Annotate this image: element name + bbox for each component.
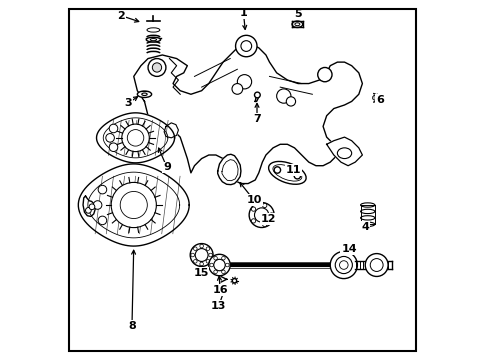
Text: 3: 3 <box>124 98 132 108</box>
Ellipse shape <box>147 28 160 32</box>
Text: 13: 13 <box>211 301 226 311</box>
Ellipse shape <box>137 91 151 98</box>
Polygon shape <box>78 164 189 246</box>
Circle shape <box>329 251 357 279</box>
Circle shape <box>152 63 162 72</box>
Circle shape <box>93 201 102 209</box>
Ellipse shape <box>291 21 302 27</box>
Ellipse shape <box>337 148 351 158</box>
Ellipse shape <box>360 216 374 220</box>
Circle shape <box>98 216 106 225</box>
Circle shape <box>241 41 251 51</box>
Circle shape <box>122 124 149 152</box>
Circle shape <box>109 143 118 152</box>
Text: 16: 16 <box>212 285 227 295</box>
Circle shape <box>89 204 95 210</box>
Circle shape <box>232 279 236 283</box>
Circle shape <box>105 134 114 142</box>
Text: 7: 7 <box>253 113 260 123</box>
Polygon shape <box>83 196 95 216</box>
Ellipse shape <box>360 209 374 213</box>
Ellipse shape <box>360 222 374 226</box>
Text: 1: 1 <box>239 8 247 18</box>
Polygon shape <box>255 94 258 102</box>
Circle shape <box>127 130 143 146</box>
Circle shape <box>262 222 266 227</box>
Text: 14: 14 <box>341 244 356 254</box>
Circle shape <box>251 207 255 211</box>
Circle shape <box>190 244 213 266</box>
Circle shape <box>369 258 382 271</box>
Circle shape <box>248 203 274 228</box>
Polygon shape <box>134 44 362 184</box>
Ellipse shape <box>360 203 374 207</box>
Circle shape <box>213 259 225 271</box>
Polygon shape <box>164 123 178 138</box>
Text: 9: 9 <box>163 162 171 172</box>
Circle shape <box>148 59 165 76</box>
Circle shape <box>269 213 273 217</box>
Circle shape <box>235 35 257 57</box>
Circle shape <box>317 67 331 82</box>
Ellipse shape <box>268 161 305 184</box>
Circle shape <box>251 219 255 223</box>
Circle shape <box>372 96 376 100</box>
Text: 4: 4 <box>361 222 368 232</box>
Text: 10: 10 <box>246 195 261 205</box>
Circle shape <box>85 207 91 213</box>
Circle shape <box>208 254 230 276</box>
Circle shape <box>262 203 266 208</box>
Circle shape <box>339 261 347 269</box>
Circle shape <box>231 84 242 94</box>
Polygon shape <box>96 113 174 163</box>
Circle shape <box>254 208 268 222</box>
Circle shape <box>109 124 118 133</box>
Circle shape <box>254 92 260 98</box>
Circle shape <box>111 183 156 228</box>
Circle shape <box>335 256 352 274</box>
Text: 12: 12 <box>260 214 276 224</box>
Polygon shape <box>217 154 241 185</box>
Text: 11: 11 <box>285 165 301 175</box>
Text: 8: 8 <box>128 321 136 331</box>
Text: 2: 2 <box>117 11 125 21</box>
Circle shape <box>285 97 295 106</box>
Text: 6: 6 <box>375 95 383 105</box>
Circle shape <box>365 253 387 276</box>
Text: 15: 15 <box>193 268 208 278</box>
Circle shape <box>195 249 207 261</box>
Circle shape <box>237 75 251 89</box>
Text: 5: 5 <box>294 9 302 18</box>
Polygon shape <box>326 137 362 166</box>
Circle shape <box>98 185 106 194</box>
Ellipse shape <box>146 37 160 42</box>
Circle shape <box>120 192 147 219</box>
Polygon shape <box>373 94 378 102</box>
Circle shape <box>276 89 290 103</box>
